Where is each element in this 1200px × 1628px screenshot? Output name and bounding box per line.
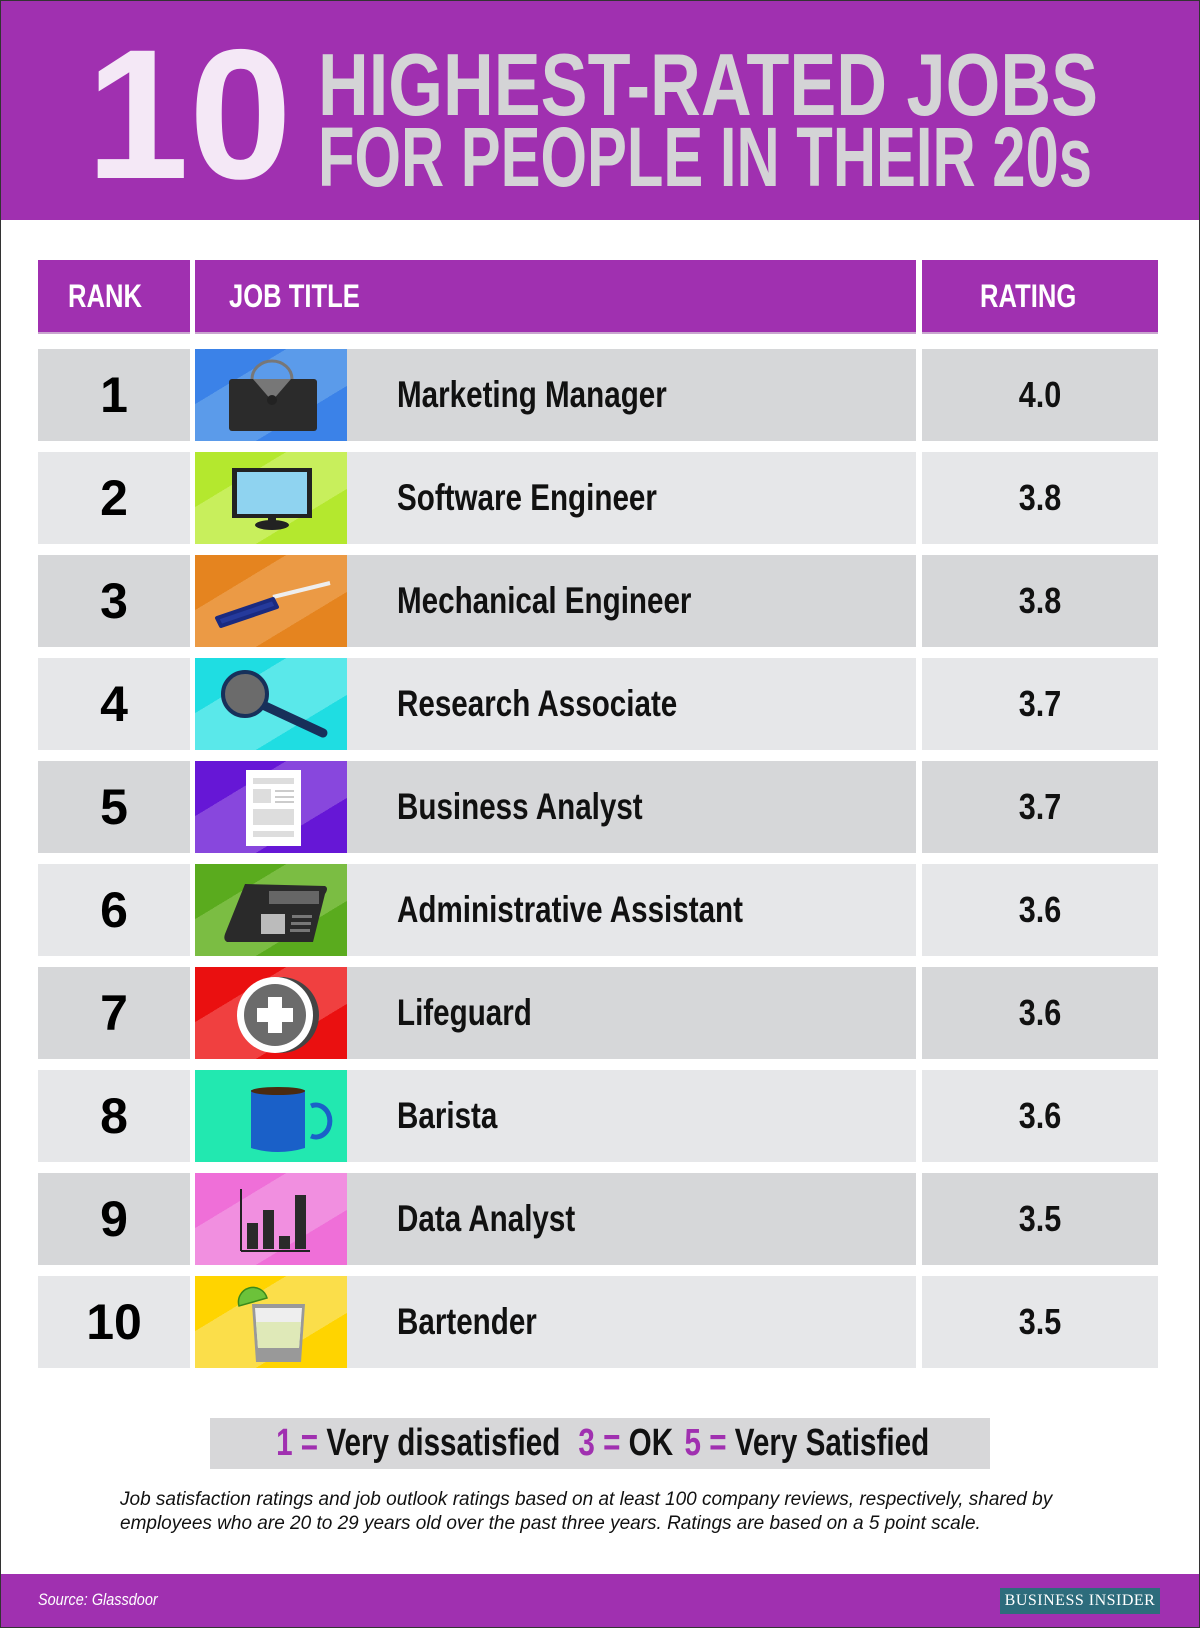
rating-value: 4.0 [1018,374,1062,415]
title-line-1: HIGHEST-RATED JOBS [318,35,1098,134]
rating-cell: 3.7 [922,658,1158,750]
rank-number: 10 [86,1294,142,1350]
column-header-job-title-label: JOB TITLE [229,277,360,314]
briefcase-icon [195,349,347,441]
rank-number: 6 [100,882,128,938]
rank-number: 3 [100,573,128,629]
footer: Source: Glassdoor BUSINESS INSIDER [0,1574,1200,1628]
rank-number: 8 [100,1088,128,1144]
rank-number: 7 [100,985,128,1041]
job-title: Marketing Manager [397,374,667,415]
job-title-cell: Administrative Assistant [195,864,916,956]
column-header-rank: RANK [38,260,190,332]
rank-cell: 1 [38,349,190,441]
rank-number: 5 [100,779,128,835]
rating-value: 3.5 [1018,1301,1062,1342]
job-title-cell: Lifeguard [195,967,916,1059]
rating-value: 3.7 [1018,683,1062,724]
cocktail-glass-icon [195,1276,347,1368]
job-title-cell: Business Analyst [195,761,916,853]
rank-number: 4 [100,676,128,732]
rating-cell: 3.6 [922,864,1158,956]
screwdriver-icon [195,555,347,647]
rank-cell: 3 [38,555,190,647]
rank-cell: 5 [38,761,190,853]
rank-number: 2 [100,470,128,526]
document-icon [195,761,347,853]
magnifying-glass-icon [195,658,347,750]
job-title-cell: Research Associate [195,658,916,750]
rank-cell: 2 [38,452,190,544]
job-title: Research Associate [397,683,678,724]
column-header-rating-label: RATING [979,277,1077,314]
rank-cell: 4 [38,658,190,750]
job-title: Administrative Assistant [397,889,743,930]
first-aid-icon [195,967,347,1059]
rating-value: 3.7 [1018,786,1062,827]
rank-number: 9 [100,1191,128,1247]
rating-cell: 3.5 [922,1173,1158,1265]
rating-scale-legend: 1 = Very dissatisfied 3 = OK 5 = Very Sa… [210,1418,990,1469]
legend-item: 1 = Very dissatisfied [276,1422,561,1464]
title-graphic: 10 HIGHEST-RATED JOBS FOR PEOPLE IN THEI… [86,12,1098,218]
job-title: Data Analyst [397,1198,576,1239]
business-insider-logo: BUSINESS INSIDER [1000,1588,1160,1614]
rating-value: 3.5 [1018,1198,1062,1239]
rank-cell: 7 [38,967,190,1059]
legend-item: 5 = Very Satisfied [684,1422,930,1464]
rating-cell: 3.5 [922,1276,1158,1368]
column-header-job-title: JOB TITLE [195,260,916,332]
legend-item: 3 = OK [577,1422,673,1464]
rank-cell: 8 [38,1070,190,1162]
rating-value: 3.8 [1018,477,1062,518]
job-title-cell: Bartender [195,1276,916,1368]
coffee-mug-icon [195,1070,347,1162]
title-line-2: FOR PEOPLE IN THEIR 20s [318,110,1092,204]
column-header-rating: RATING [922,260,1158,332]
rating-value: 3.6 [1018,889,1062,930]
job-title: Bartender [397,1301,537,1342]
monitor-icon [195,452,347,544]
desk-phone-icon [195,864,347,956]
rank-cell: 10 [38,1276,190,1368]
methodology-note: Job satisfaction ratings and job outlook… [120,1489,1053,1534]
rating-cell: 3.7 [922,761,1158,853]
job-title-cell: Barista [195,1070,916,1162]
rating-cell: 3.6 [922,1070,1158,1162]
rating-value: 3.6 [1018,992,1062,1033]
rating-cell: 3.8 [922,452,1158,544]
rank-cell: 6 [38,864,190,956]
column-header-rank-label: RANK [67,277,142,314]
rating-cell: 4.0 [922,349,1158,441]
job-title: Software Engineer [397,477,657,518]
rating-value: 3.6 [1018,1095,1062,1136]
bar-chart-icon [195,1173,347,1265]
rating-cell: 3.6 [922,967,1158,1059]
job-title: Business Analyst [397,786,643,827]
job-title: Barista [397,1095,498,1136]
source-text: Source: Glassdoor [38,1590,158,1609]
rating-cell: 3.8 [922,555,1158,647]
rank-number: 1 [100,367,128,423]
job-title-cell: Data Analyst [195,1173,916,1265]
job-title-cell: Marketing Manager [195,349,916,441]
job-title: Mechanical Engineer [397,580,692,621]
rating-value: 3.8 [1018,580,1062,621]
rank-cell: 9 [38,1173,190,1265]
title-number: 10 [86,12,292,218]
title-banner: 10 HIGHEST-RATED JOBS FOR PEOPLE IN THEI… [0,0,1200,220]
job-title-cell: Mechanical Engineer [195,555,916,647]
job-title: Lifeguard [397,992,532,1033]
job-title-cell: Software Engineer [195,452,916,544]
